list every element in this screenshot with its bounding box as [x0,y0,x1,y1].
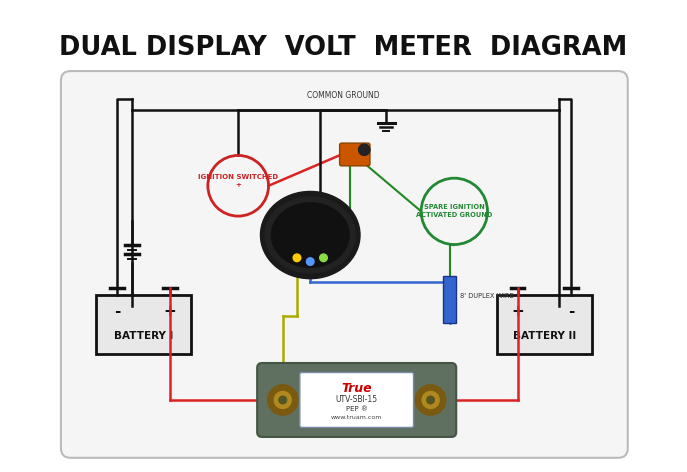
Circle shape [416,385,446,415]
Circle shape [274,391,291,408]
FancyBboxPatch shape [257,363,456,437]
FancyBboxPatch shape [443,276,456,323]
FancyBboxPatch shape [61,71,628,458]
FancyBboxPatch shape [300,372,414,428]
Text: COMMON GROUND: COMMON GROUND [307,91,380,100]
Text: BATTERY II: BATTERY II [513,331,576,341]
Text: -: - [567,304,574,320]
Text: BATTERY I: BATTERY I [114,331,173,341]
Text: +: + [511,304,524,320]
Circle shape [427,396,434,404]
Circle shape [267,385,298,415]
Ellipse shape [265,197,355,273]
FancyBboxPatch shape [339,143,370,166]
Text: UTV-SBI-15: UTV-SBI-15 [336,396,378,405]
Circle shape [422,391,439,408]
Text: SPARE IGNITION
ACTIVATED GROUND: SPARE IGNITION ACTIVATED GROUND [416,204,493,219]
FancyBboxPatch shape [96,295,191,354]
Circle shape [359,144,370,155]
Text: -: - [113,304,120,320]
Text: PEP ®: PEP ® [346,405,368,412]
FancyBboxPatch shape [497,295,592,354]
Text: 8' DUPLEX WIRE: 8' DUPLEX WIRE [460,293,514,299]
Circle shape [279,396,286,404]
Text: www.truam.com: www.truam.com [331,414,383,420]
Circle shape [319,254,327,261]
Text: True: True [341,382,372,395]
Text: +: + [164,304,177,320]
Text: IGNITION SWITCHED
+: IGNITION SWITCHED + [198,174,278,188]
Ellipse shape [271,203,349,267]
Circle shape [306,258,314,265]
Ellipse shape [260,192,360,278]
Text: DUAL DISPLAY  VOLT  METER  DIAGRAM: DUAL DISPLAY VOLT METER DIAGRAM [59,35,627,61]
Circle shape [293,254,301,261]
